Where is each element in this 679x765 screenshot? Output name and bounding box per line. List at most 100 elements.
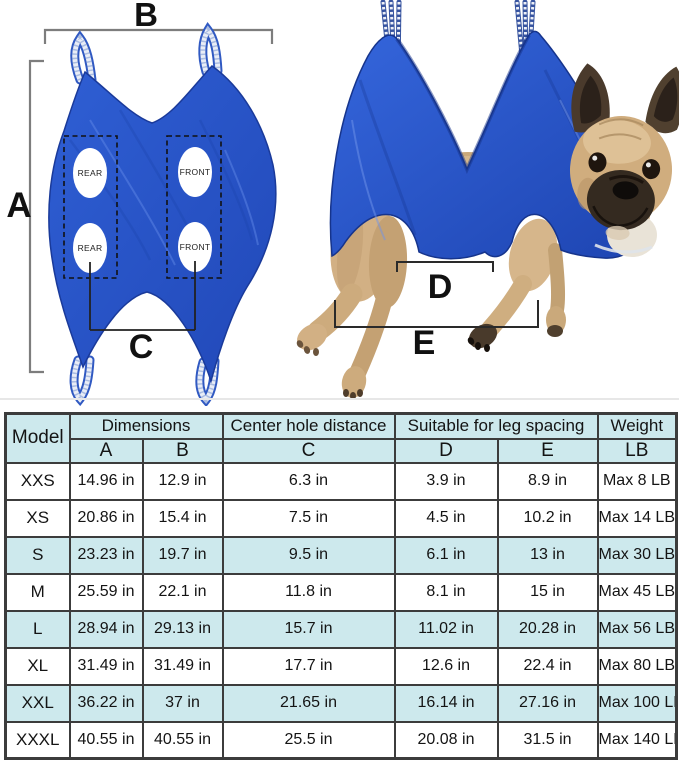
front-hole-bottom — [178, 222, 212, 272]
size-chart-table: Model Dimensions Center hole distance Su… — [4, 412, 679, 760]
inner-leg-bracket-d — [396, 261, 494, 272]
dog-in-hammock-photo: D E — [296, 0, 679, 400]
outer-leg-bracket-e — [334, 300, 539, 328]
cell-a: 20.86 in — [68, 498, 144, 538]
cell-d: 8.1 in — [393, 572, 499, 612]
cell-b: 29.13 in — [141, 609, 224, 649]
center-hole-distance-marks: C — [89, 261, 196, 366]
table-row-s: S 23.23 in 19.7 in 9.5 in 6.1 in 13 in M… — [4, 535, 678, 575]
col-header-b: B — [141, 437, 224, 464]
dimension-label-c: C — [129, 328, 154, 366]
table-header-group-row: Model Dimensions Center hole distance Su… — [4, 412, 678, 464]
col-header-lb: LB — [596, 437, 678, 464]
cell-d: 4.5 in — [393, 498, 499, 538]
cell-lb: Max 56 LB — [596, 609, 678, 649]
leg-holes: REAR REAR FRONT FRONT — [73, 147, 212, 273]
cell-e: 27.16 in — [496, 683, 599, 723]
cell-c: 17.7 in — [221, 646, 396, 686]
cell-c: 25.5 in — [221, 720, 396, 760]
cell-lb: Max 14 LB — [596, 498, 678, 538]
cell-c: 11.8 in — [221, 572, 396, 612]
col-header-center-hole-distance: Center hole distance — [221, 412, 396, 440]
table-row-xl: XL 31.49 in 31.49 in 17.7 in 12.6 in 22.… — [4, 646, 678, 686]
cell-lb: Max 30 LB — [596, 535, 678, 575]
cell-a: 31.49 in — [68, 646, 144, 686]
cell-model: M — [4, 572, 71, 612]
rear-hole-bottom — [73, 223, 107, 273]
cell-model: XS — [4, 498, 71, 538]
table-row-m: M 25.59 in 22.1 in 11.8 in 8.1 in 15 in … — [4, 572, 678, 612]
table-header-letter-row: A B C D E LB — [6, 437, 678, 464]
cell-c: 9.5 in — [221, 535, 396, 575]
cell-c: 15.7 in — [221, 609, 396, 649]
cell-lb: Max 8 LB — [596, 461, 678, 501]
cell-c: 21.65 in — [221, 683, 396, 723]
product-figure: B A — [0, 0, 679, 406]
cell-b: 12.9 in — [141, 461, 224, 501]
cell-model: XL — [4, 646, 71, 686]
cell-a: 28.94 in — [68, 609, 144, 649]
cell-lb: Max 45 LB — [596, 572, 678, 612]
cell-b: 31.49 in — [141, 646, 224, 686]
col-header-c: C — [221, 437, 396, 464]
collar-trim — [594, 243, 653, 254]
hammock-figure-svg: B A — [6, 0, 679, 406]
rear-leg-back — [341, 216, 408, 400]
col-header-d: D — [393, 437, 499, 464]
cell-d: 11.02 in — [393, 609, 499, 649]
front-holes-dashed-outline — [166, 135, 222, 279]
cell-c: 6.3 in — [221, 461, 396, 501]
cell-e: 13 in — [496, 535, 599, 575]
table-row-xxl: XXL 36.22 in 37 in 21.65 in 16.14 in 27.… — [4, 683, 678, 723]
cell-e: 15 in — [496, 572, 599, 612]
height-bracket-a — [28, 59, 44, 374]
table-row-l: L 28.94 in 29.13 in 15.7 in 11.02 in 20.… — [4, 609, 678, 649]
cell-c: 7.5 in — [221, 498, 396, 538]
leg-spacing-marks: D E — [334, 261, 539, 362]
dimension-label-d: D — [428, 268, 453, 306]
cell-d: 12.6 in — [393, 646, 499, 686]
col-header-e: E — [496, 437, 599, 464]
width-bracket-b — [43, 28, 274, 44]
strap-loop-bottom-right — [195, 356, 220, 406]
strap-loop-top-left — [70, 30, 97, 85]
strap-loop-top-right — [198, 22, 223, 77]
muzzle — [586, 170, 655, 231]
col-header-model: Model — [4, 412, 71, 464]
col-header-leg-spacing: Suitable for leg spacing — [393, 412, 599, 440]
front-hole-top-label: FRONT — [180, 167, 211, 177]
cell-d: 3.9 in — [393, 461, 499, 501]
dimension-label-b: B — [134, 0, 158, 33]
image-seam-divider — [0, 398, 679, 400]
cell-model: L — [4, 609, 71, 649]
cell-b: 37 in — [141, 683, 224, 723]
cell-a: 25.59 in — [68, 572, 144, 612]
cell-lb: Max 140 LB — [596, 720, 678, 760]
front-paw-front — [468, 323, 498, 349]
rear-hole-bottom-label: REAR — [78, 243, 103, 253]
cell-d: 6.1 in — [393, 535, 499, 575]
cell-e: 31.5 in — [496, 720, 599, 760]
table-row-xxs: XXS 14.96 in 12.9 in 6.3 in 3.9 in 8.9 i… — [4, 461, 678, 501]
dog-head — [569, 63, 679, 257]
cell-d: 16.14 in — [393, 683, 499, 723]
dimension-label-a: A — [6, 186, 31, 225]
front-hole-bottom-label: FRONT — [180, 242, 211, 252]
cell-d: 20.08 in — [393, 720, 499, 760]
cell-e: 8.9 in — [496, 461, 599, 501]
cell-b: 15.4 in — [141, 498, 224, 538]
cell-a: 14.96 in — [68, 461, 144, 501]
cell-b: 22.1 in — [141, 572, 224, 612]
front-leg-back — [546, 243, 566, 337]
flat-hammock-diagram: B A — [6, 0, 277, 406]
cell-a: 36.22 in — [68, 683, 144, 723]
cell-e: 20.28 in — [496, 609, 599, 649]
cell-a: 23.23 in — [68, 535, 144, 575]
col-header-dimensions: Dimensions — [68, 412, 224, 440]
front-hole-top — [178, 147, 212, 197]
cell-lb: Max 100 LB — [596, 683, 678, 723]
strap-loops — [69, 22, 223, 406]
cell-model: S — [4, 535, 71, 575]
col-header-weight: Weight — [596, 412, 678, 440]
